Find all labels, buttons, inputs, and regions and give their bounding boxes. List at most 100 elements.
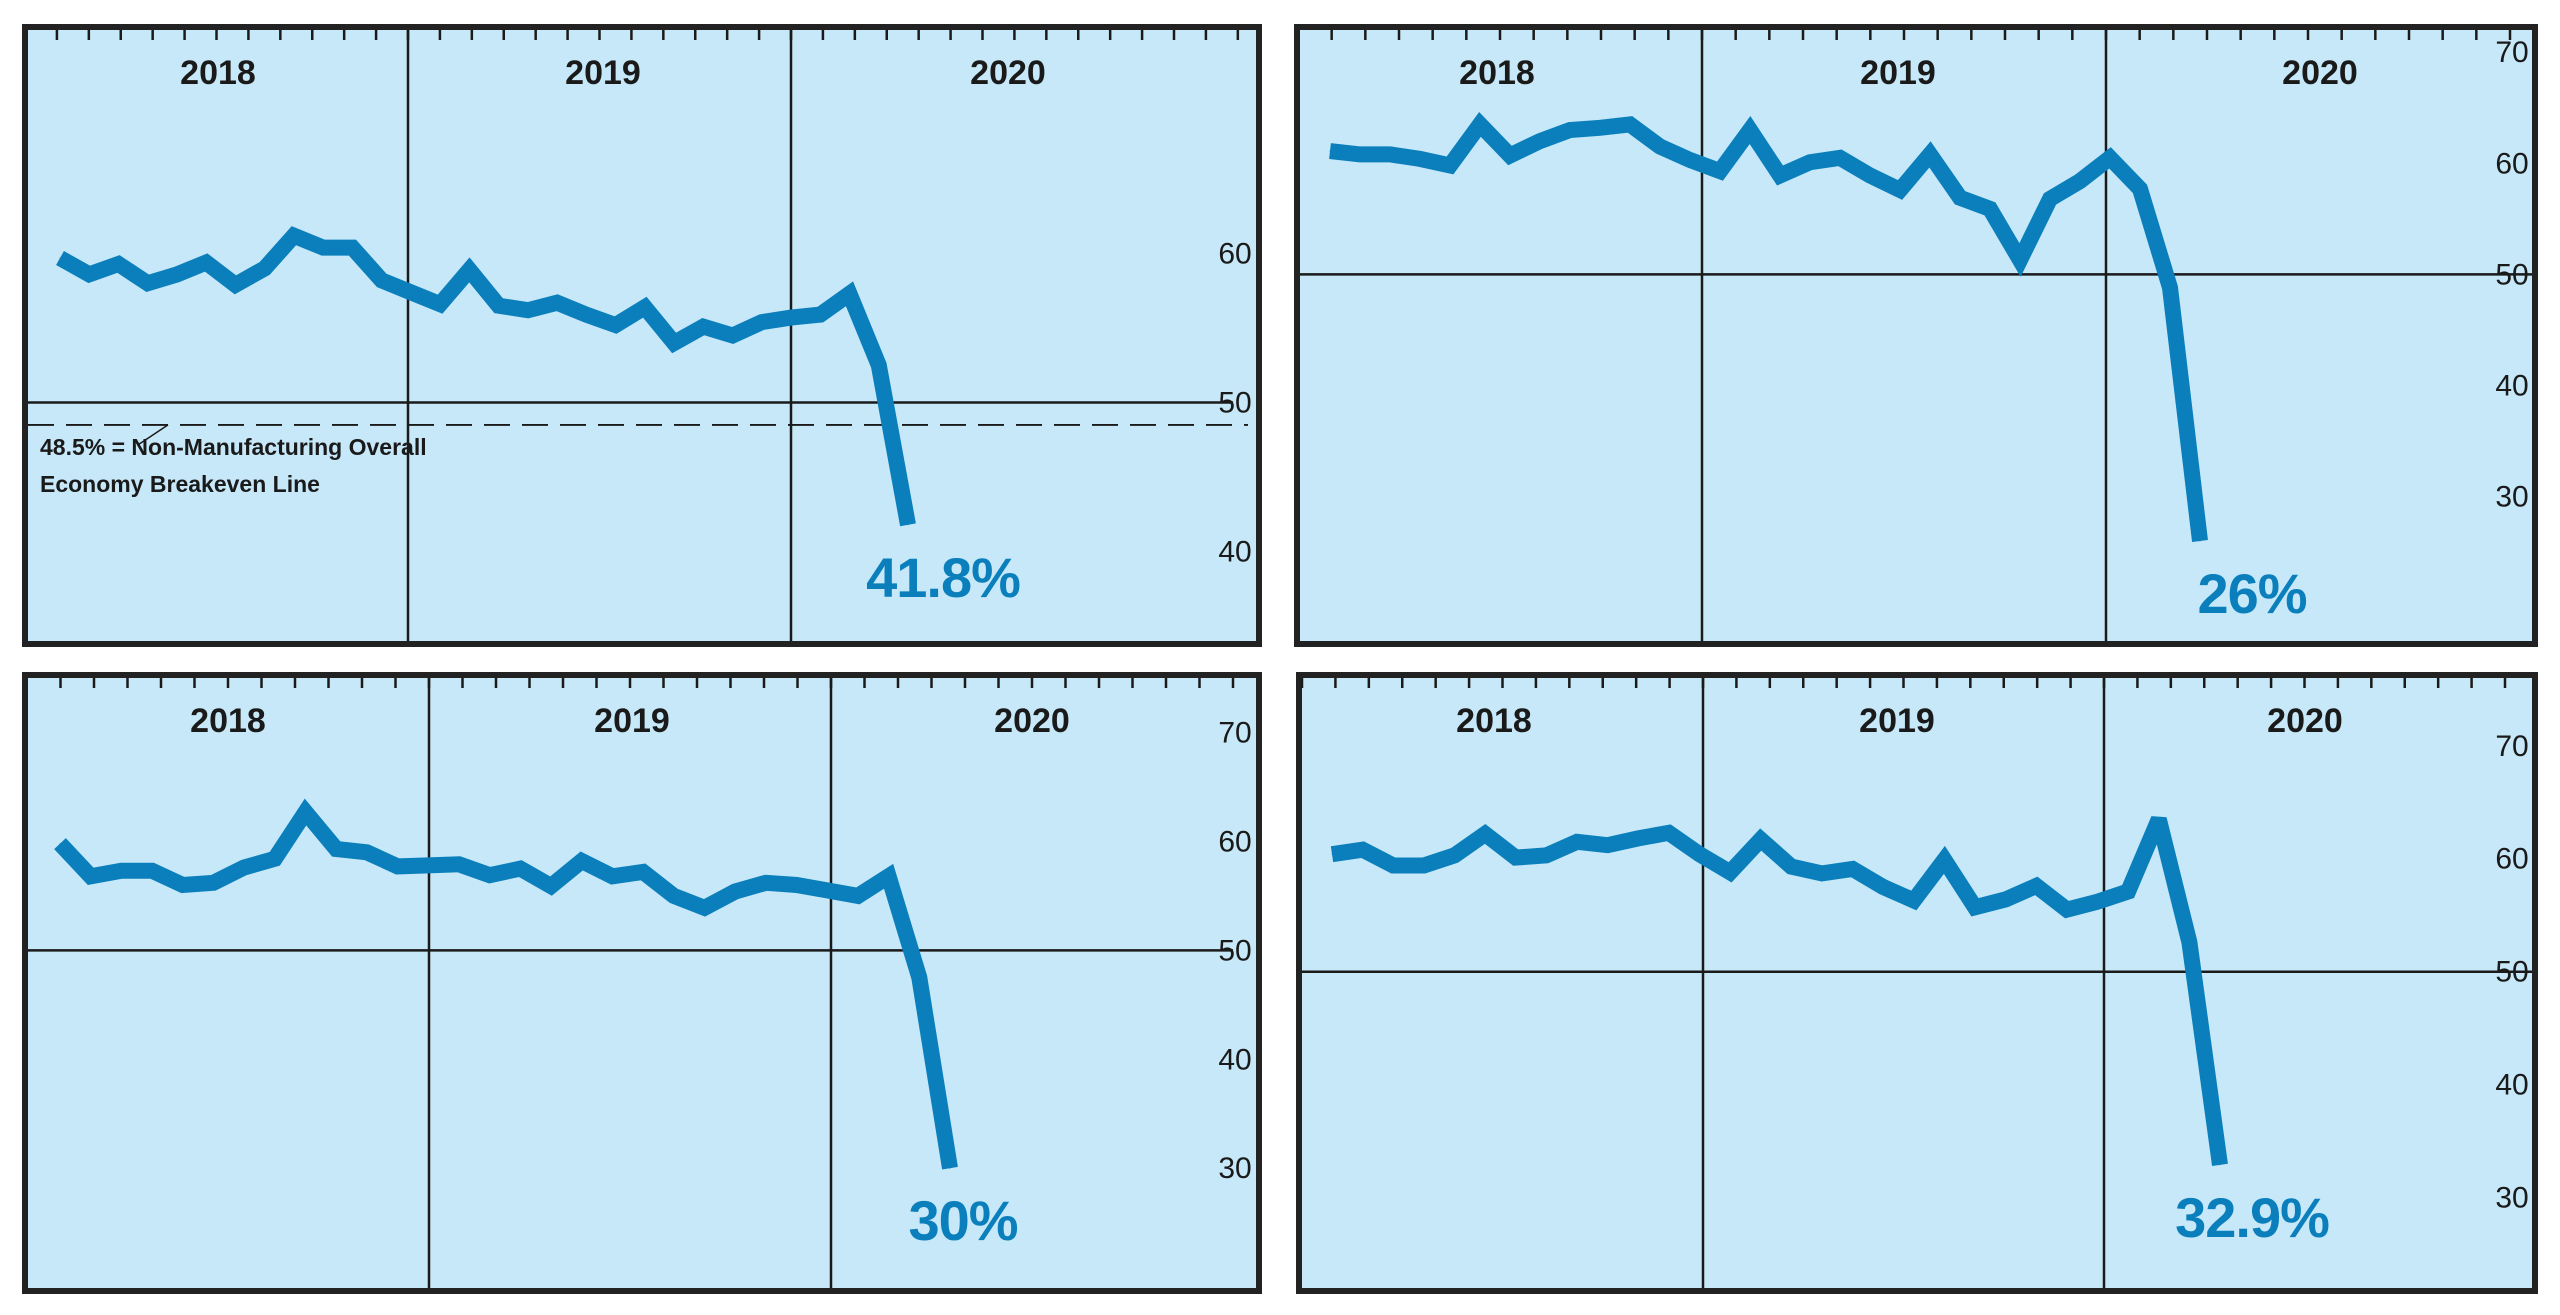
chart-panel-top-right: 2018 2019 2020 30 40 50 60 70 26% [1294, 24, 2538, 647]
data-point-29 [918, 977, 920, 979]
data-point-26 [2097, 901, 2098, 903]
data-point-29 [878, 364, 880, 366]
y-tick-label-50: 50 [2495, 258, 2528, 291]
data-point-9 [1569, 129, 1571, 131]
data-point-11 [1637, 837, 1639, 839]
data-point-3 [118, 263, 119, 265]
data-point-27 [2127, 891, 2129, 892]
data-point-7 [1515, 857, 1517, 859]
data-point-16 [519, 868, 521, 870]
data-point-13 [427, 864, 429, 866]
data-point-20 [1913, 900, 1915, 901]
data-point-27 [857, 895, 859, 897]
data-point-26 [826, 889, 828, 891]
year-label-2020: 2020 [970, 54, 1046, 92]
chart-panel-bottom-right: 2018 2019 2020 30 40 50 60 70 32.9% [1296, 672, 2538, 1294]
data-point-23 [734, 891, 736, 892]
chart-panel-top-left: 2018 2019 2020 48.5% = Non-Manufacturing Ov… [22, 24, 1262, 647]
data-point-22 [1959, 197, 1961, 199]
data-point-7 [243, 867, 245, 868]
data-point-14 [458, 863, 460, 865]
y-tick-label-30: 30 [2495, 1182, 2528, 1215]
end-value-label: 32.9% [2175, 1186, 2329, 1249]
data-point-7 [1509, 155, 1511, 156]
y-tick-label-30: 30 [2495, 481, 2528, 514]
data-point-25 [2049, 198, 2051, 200]
data-point-1 [59, 257, 61, 259]
year-label-2019: 2019 [594, 702, 670, 740]
data-point-18 [556, 302, 558, 304]
data-point-12 [1659, 146, 1661, 148]
data-point-30 [2199, 540, 2201, 542]
data-point-9 [1576, 841, 1578, 843]
data-point-1 [1331, 853, 1333, 855]
data-point-20 [642, 871, 644, 873]
data-point-2 [1359, 153, 1361, 155]
y-tick-label-70: 70 [1218, 716, 1251, 749]
data-point-21 [644, 306, 646, 308]
data-point-20 [1899, 189, 1901, 191]
data-point-15 [489, 874, 491, 876]
year-label-2018: 2018 [1456, 702, 1532, 740]
data-point-8 [274, 858, 276, 860]
data-point-10 [335, 848, 337, 850]
data-point-21 [1943, 859, 1945, 861]
data-point-30 [2219, 1164, 2221, 1166]
data-point-13 [410, 291, 412, 293]
data-point-30 [907, 524, 909, 526]
data-point-4 [1423, 865, 1425, 866]
breakeven-leader [137, 424, 169, 446]
y-tick-label-40: 40 [1218, 1043, 1251, 1076]
data-point-12 [397, 865, 399, 867]
data-point-6 [1484, 833, 1486, 835]
data-point-10 [322, 247, 324, 249]
year-label-2018: 2018 [180, 54, 256, 92]
data-point-2 [90, 875, 92, 877]
data-point-16 [498, 305, 500, 307]
data-point-10 [1607, 844, 1609, 846]
end-value-label: 26% [2197, 562, 2306, 625]
data-point-12 [1668, 832, 1670, 834]
data-point-4 [151, 870, 153, 872]
data-point-19 [611, 875, 613, 877]
y-tick-label-60: 60 [2495, 843, 2528, 876]
data-point-28 [2139, 188, 2141, 190]
data-point-1 [1329, 150, 1331, 152]
y-tick-label-30: 30 [1218, 1152, 1251, 1185]
year-label-2018: 2018 [1459, 54, 1535, 92]
data-point-30 [949, 1167, 951, 1169]
data-point-28 [2158, 818, 2160, 820]
data-point-11 [351, 247, 353, 249]
data-point-25 [2066, 909, 2068, 911]
data-point-23 [702, 326, 704, 328]
data-point-8 [1545, 854, 1547, 856]
line-chart-top-left: 2018 2019 2020 48.5% = Non-Manufacturing Ov… [28, 30, 1252, 641]
data-point-17 [1809, 161, 1811, 163]
data-point-17 [1821, 872, 1823, 874]
y-tick-label-70: 70 [2495, 730, 2528, 763]
line-chart-top-right: 2018 2019 2020 30 40 50 60 70 26% [1300, 30, 2532, 641]
data-point-21 [673, 895, 675, 897]
data-point-19 [1882, 886, 1884, 888]
data-point-13 [1689, 159, 1691, 161]
data-point-6 [205, 262, 207, 263]
data-point-27 [2109, 157, 2111, 159]
data-point-15 [1749, 129, 1751, 131]
data-point-18 [1852, 868, 1854, 870]
data-point-24 [2035, 885, 2037, 887]
data-point-10 [1599, 127, 1601, 129]
y-tick-label-50: 50 [1218, 387, 1251, 420]
data-point-2 [1362, 849, 1364, 851]
data-point-4 [147, 282, 149, 284]
data-point-3 [1392, 865, 1394, 866]
y-tick-label-60: 60 [2495, 147, 2528, 180]
data-point-15 [1760, 839, 1762, 840]
data-point-21 [1929, 153, 1931, 155]
data-point-29 [2169, 287, 2171, 289]
data-point-8 [1539, 140, 1541, 142]
data-point-1 [59, 843, 61, 845]
data-point-18 [1839, 157, 1841, 159]
data-point-24 [2019, 259, 2021, 261]
data-point-19 [1869, 175, 1871, 176]
data-point-25 [796, 884, 798, 886]
